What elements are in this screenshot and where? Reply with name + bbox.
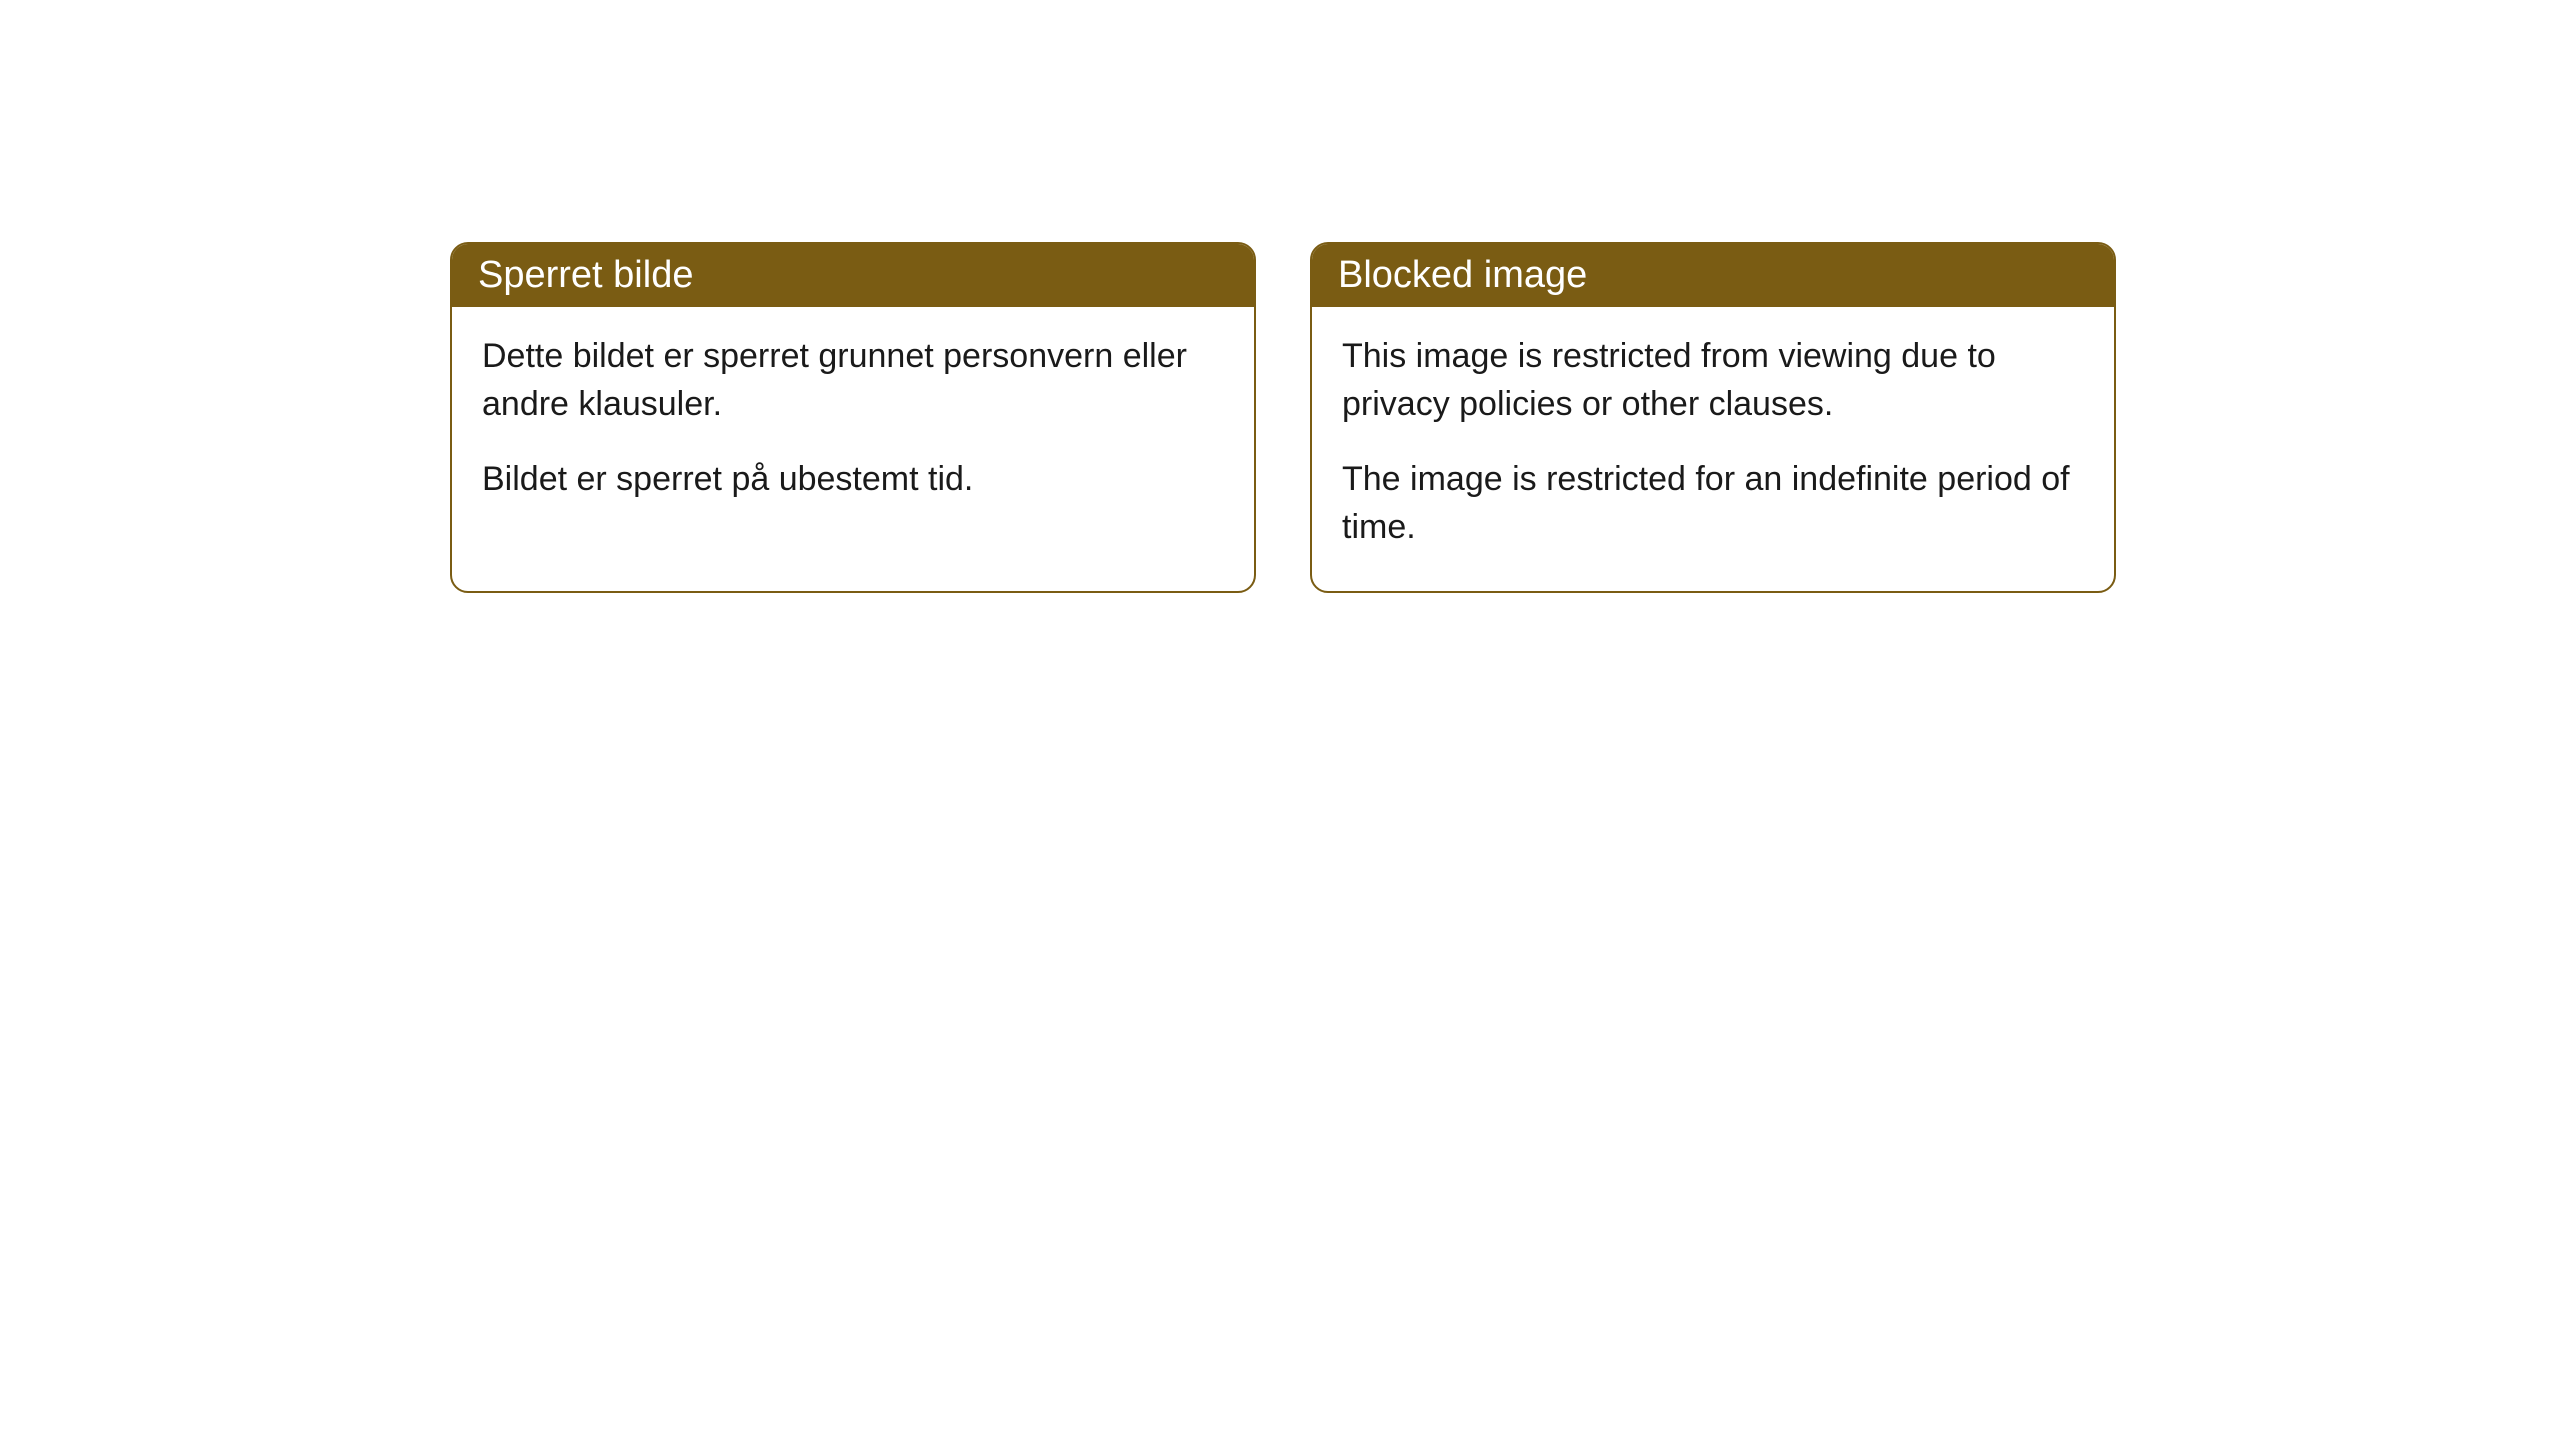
card-header: Blocked image [1312,244,2114,307]
card-paragraph: This image is restricted from viewing du… [1342,333,2084,428]
card-paragraph: Bildet er sperret på ubestemt tid. [482,456,1224,504]
card-header: Sperret bilde [452,244,1254,307]
card-body: Dette bildet er sperret grunnet personve… [452,307,1254,544]
card-title: Blocked image [1338,254,1587,296]
card-paragraph: Dette bildet er sperret grunnet personve… [482,333,1224,428]
card-paragraph: The image is restricted for an indefinit… [1342,456,2084,551]
card-body: This image is restricted from viewing du… [1312,307,2114,591]
notice-card-norwegian: Sperret bilde Dette bildet er sperret gr… [450,242,1256,593]
notice-cards-container: Sperret bilde Dette bildet er sperret gr… [0,0,2560,593]
card-title: Sperret bilde [478,254,693,296]
notice-card-english: Blocked image This image is restricted f… [1310,242,2116,593]
